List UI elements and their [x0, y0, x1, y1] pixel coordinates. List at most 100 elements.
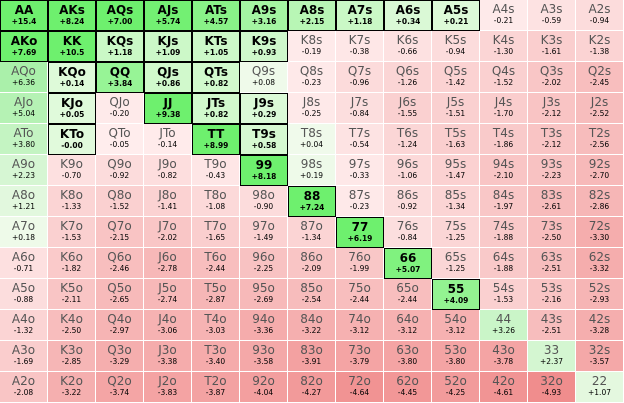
hand-cell-t6s[interactable]: T6s -1.24 [384, 124, 432, 155]
hand-cell-a5o[interactable]: A5o -0.88 [0, 279, 48, 310]
hand-cell-66[interactable]: 66 +5.07 [384, 248, 432, 279]
hand-cell-qts[interactable]: QTs +0.82 [192, 62, 240, 93]
hand-cell-ajs[interactable]: AJs +5.74 [144, 0, 192, 31]
hand-cell-j8s[interactable]: J8s -0.25 [288, 93, 336, 124]
hand-cell-52o[interactable]: 52o -4.25 [432, 372, 480, 403]
hand-cell-jj[interactable]: JJ +9.38 [144, 93, 192, 124]
hand-cell-jto[interactable]: JTo -0.14 [144, 124, 192, 155]
hand-cell-t7o[interactable]: T7o -1.65 [192, 217, 240, 248]
hand-cell-62o[interactable]: 62o -4.45 [384, 372, 432, 403]
hand-cell-73s[interactable]: 73s -2.50 [528, 217, 576, 248]
hand-cell-j7o[interactable]: J7o -2.02 [144, 217, 192, 248]
hand-cell-a8o[interactable]: A8o +1.21 [0, 186, 48, 217]
hand-cell-k9o[interactable]: K9o -0.70 [48, 155, 96, 186]
hand-cell-62s[interactable]: 62s -3.32 [576, 248, 624, 279]
hand-cell-j7s[interactable]: J7s -0.84 [336, 93, 384, 124]
hand-cell-t2o[interactable]: T2o -3.87 [192, 372, 240, 403]
hand-cell-83s[interactable]: 83s -2.61 [528, 186, 576, 217]
hand-cell-aa[interactable]: AA +15.4 [0, 0, 48, 31]
hand-cell-43s[interactable]: 43s -2.51 [528, 310, 576, 341]
hand-cell-54s[interactable]: 54s -1.53 [480, 279, 528, 310]
hand-cell-t4o[interactable]: T4o -3.03 [192, 310, 240, 341]
hand-cell-t8o[interactable]: T8o -1.08 [192, 186, 240, 217]
hand-cell-aqs[interactable]: AQs +7.00 [96, 0, 144, 31]
hand-cell-q7s[interactable]: Q7s -0.96 [336, 62, 384, 93]
hand-cell-97o[interactable]: 97o -1.49 [240, 217, 288, 248]
hand-cell-k3o[interactable]: K3o -2.85 [48, 341, 96, 372]
hand-cell-t4s[interactable]: T4s -1.86 [480, 124, 528, 155]
hand-cell-qq[interactable]: QQ +3.84 [96, 62, 144, 93]
hand-cell-tt[interactable]: TT +8.99 [192, 124, 240, 155]
hand-cell-82s[interactable]: 82s -2.86 [576, 186, 624, 217]
hand-cell-76s[interactable]: 76s -0.84 [384, 217, 432, 248]
hand-cell-k4s[interactable]: K4s -1.30 [480, 31, 528, 62]
hand-cell-q6s[interactable]: Q6s -1.26 [384, 62, 432, 93]
hand-cell-k2s[interactable]: K2s -1.38 [576, 31, 624, 62]
hand-cell-qto[interactable]: QTo -0.05 [96, 124, 144, 155]
hand-cell-95s[interactable]: 95s -1.47 [432, 155, 480, 186]
hand-cell-92s[interactable]: 92s -2.70 [576, 155, 624, 186]
hand-cell-65o[interactable]: 65o -2.44 [384, 279, 432, 310]
hand-cell-t2s[interactable]: T2s -2.56 [576, 124, 624, 155]
hand-cell-t3o[interactable]: T3o -3.40 [192, 341, 240, 372]
hand-cell-73o[interactable]: 73o -3.79 [336, 341, 384, 372]
hand-cell-q2o[interactable]: Q2o -3.74 [96, 372, 144, 403]
hand-cell-98s[interactable]: 98s +0.19 [288, 155, 336, 186]
hand-cell-j2s[interactable]: J2s -2.52 [576, 93, 624, 124]
hand-cell-q4s[interactable]: Q4s -1.52 [480, 62, 528, 93]
hand-cell-96s[interactable]: 96s -1.06 [384, 155, 432, 186]
hand-cell-77[interactable]: 77 +6.19 [336, 217, 384, 248]
hand-cell-kts[interactable]: KTs +1.05 [192, 31, 240, 62]
hand-cell-42o[interactable]: 42o -4.61 [480, 372, 528, 403]
hand-cell-ako[interactable]: AKo +7.69 [0, 31, 48, 62]
hand-cell-q3s[interactable]: Q3s -2.02 [528, 62, 576, 93]
hand-cell-k5s[interactable]: K5s -0.94 [432, 31, 480, 62]
hand-cell-k5o[interactable]: K5o -2.11 [48, 279, 96, 310]
hand-cell-74o[interactable]: 74o -3.12 [336, 310, 384, 341]
hand-cell-95o[interactable]: 95o -2.69 [240, 279, 288, 310]
hand-cell-53o[interactable]: 53o -3.80 [432, 341, 480, 372]
hand-cell-87o[interactable]: 87o -1.34 [288, 217, 336, 248]
hand-cell-j3s[interactable]: J3s -2.12 [528, 93, 576, 124]
hand-cell-32s[interactable]: 32s -3.57 [576, 341, 624, 372]
hand-cell-k8o[interactable]: K8o -1.33 [48, 186, 96, 217]
hand-cell-kqo[interactable]: KQo +0.14 [48, 62, 96, 93]
hand-cell-43o[interactable]: 43o -3.78 [480, 341, 528, 372]
hand-cell-qjo[interactable]: QJo -0.20 [96, 93, 144, 124]
hand-cell-72o[interactable]: 72o -4.64 [336, 372, 384, 403]
hand-cell-qjs[interactable]: QJs +0.86 [144, 62, 192, 93]
hand-cell-a4s[interactable]: A4s -0.21 [480, 0, 528, 31]
hand-cell-a8s[interactable]: A8s +2.15 [288, 0, 336, 31]
hand-cell-a3s[interactable]: A3s -0.59 [528, 0, 576, 31]
hand-cell-kk[interactable]: KK +10.5 [48, 31, 96, 62]
hand-cell-94s[interactable]: 94s -2.10 [480, 155, 528, 186]
hand-cell-q5o[interactable]: Q5o -2.65 [96, 279, 144, 310]
hand-cell-q9o[interactable]: Q9o -0.92 [96, 155, 144, 186]
hand-cell-a6o[interactable]: A6o -0.71 [0, 248, 48, 279]
hand-cell-q3o[interactable]: Q3o -3.29 [96, 341, 144, 372]
hand-cell-t8s[interactable]: T8s +0.04 [288, 124, 336, 155]
hand-cell-83o[interactable]: 83o -3.91 [288, 341, 336, 372]
hand-cell-ato[interactable]: ATo +3.80 [0, 124, 48, 155]
hand-cell-q7o[interactable]: Q7o -2.15 [96, 217, 144, 248]
hand-cell-k6s[interactable]: K6s -0.66 [384, 31, 432, 62]
hand-cell-q5s[interactable]: Q5s -1.42 [432, 62, 480, 93]
hand-cell-63o[interactable]: 63o -3.80 [384, 341, 432, 372]
hand-cell-kqs[interactable]: KQs +1.18 [96, 31, 144, 62]
hand-cell-85o[interactable]: 85o -2.54 [288, 279, 336, 310]
hand-cell-q9s[interactable]: Q9s +0.08 [240, 62, 288, 93]
hand-cell-42s[interactable]: 42s -3.28 [576, 310, 624, 341]
hand-cell-93s[interactable]: 93s -2.23 [528, 155, 576, 186]
hand-cell-t9o[interactable]: T9o -0.43 [192, 155, 240, 186]
hand-cell-a5s[interactable]: A5s +0.21 [432, 0, 480, 31]
hand-cell-kto[interactable]: KTo -0.00 [48, 124, 96, 155]
hand-cell-j9o[interactable]: J9o -0.82 [144, 155, 192, 186]
hand-cell-kjo[interactable]: KJo +0.05 [48, 93, 96, 124]
hand-cell-94o[interactable]: 94o -3.36 [240, 310, 288, 341]
hand-cell-52s[interactable]: 52s -2.93 [576, 279, 624, 310]
hand-cell-75o[interactable]: 75o -2.44 [336, 279, 384, 310]
hand-cell-k8s[interactable]: K8s -0.19 [288, 31, 336, 62]
hand-cell-86o[interactable]: 86o -2.09 [288, 248, 336, 279]
hand-cell-93o[interactable]: 93o -3.58 [240, 341, 288, 372]
hand-cell-t5o[interactable]: T5o -2.87 [192, 279, 240, 310]
